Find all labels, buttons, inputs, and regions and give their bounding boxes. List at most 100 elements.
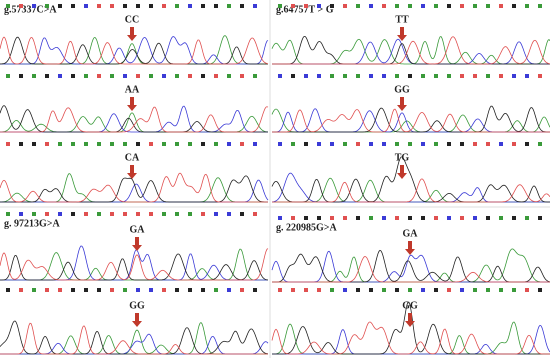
base-call bbox=[162, 212, 166, 216]
base-call bbox=[71, 212, 75, 216]
base-call bbox=[473, 4, 477, 8]
base-call bbox=[408, 288, 412, 292]
arrow-shaft bbox=[400, 165, 404, 173]
base-call bbox=[32, 74, 36, 78]
base-call bbox=[395, 216, 399, 220]
base-call bbox=[97, 74, 101, 78]
arrow-head bbox=[397, 173, 407, 179]
trace bbox=[272, 108, 550, 133]
base-call bbox=[97, 212, 101, 216]
base-call bbox=[6, 288, 10, 292]
base-call bbox=[19, 142, 23, 146]
genotype-label: AA bbox=[125, 84, 140, 95]
base-call bbox=[356, 142, 360, 146]
base-call bbox=[45, 4, 49, 8]
base-call bbox=[525, 74, 529, 78]
base-call bbox=[201, 142, 205, 146]
arrow-head bbox=[405, 249, 415, 255]
trace bbox=[0, 106, 269, 133]
base-call bbox=[395, 4, 399, 8]
base-call bbox=[369, 4, 373, 8]
base-call bbox=[434, 288, 438, 292]
base-call bbox=[149, 142, 153, 146]
genotype-label: GA bbox=[403, 228, 419, 239]
base-call bbox=[538, 74, 542, 78]
base-call bbox=[162, 142, 166, 146]
trace bbox=[272, 256, 550, 283]
base-call bbox=[253, 4, 257, 8]
arrow-shaft bbox=[400, 97, 404, 105]
base-call bbox=[512, 216, 516, 220]
base-call bbox=[45, 288, 49, 292]
base-call bbox=[240, 74, 244, 78]
trace bbox=[272, 249, 550, 283]
base-call bbox=[291, 288, 295, 292]
base-call bbox=[382, 74, 386, 78]
base-call bbox=[343, 4, 347, 8]
base-call bbox=[473, 288, 477, 292]
base-call bbox=[278, 74, 282, 78]
base-call bbox=[253, 288, 257, 292]
trace bbox=[0, 253, 269, 281]
base-call bbox=[84, 288, 88, 292]
base-call bbox=[538, 216, 542, 220]
base-call bbox=[32, 212, 36, 216]
base-call bbox=[512, 288, 516, 292]
base-call bbox=[486, 142, 490, 146]
base-call bbox=[214, 142, 218, 146]
base-call bbox=[71, 4, 75, 8]
base-call bbox=[408, 216, 412, 220]
base-call bbox=[110, 142, 114, 146]
base-call bbox=[188, 288, 192, 292]
base-call bbox=[434, 142, 438, 146]
base-call bbox=[149, 4, 153, 8]
base-call bbox=[499, 216, 503, 220]
variant-label: g. 97213G>A bbox=[4, 218, 60, 229]
base-call bbox=[227, 142, 231, 146]
genotype-label: GG bbox=[402, 300, 418, 311]
base-call bbox=[525, 288, 529, 292]
base-call bbox=[175, 288, 179, 292]
base-call bbox=[343, 288, 347, 292]
arrow-shaft bbox=[130, 97, 134, 105]
base-call bbox=[214, 4, 218, 8]
base-call bbox=[304, 4, 308, 8]
genotype-label: GA bbox=[130, 224, 146, 235]
base-call bbox=[421, 74, 425, 78]
base-call bbox=[460, 142, 464, 146]
base-call bbox=[434, 216, 438, 220]
trace bbox=[0, 320, 269, 355]
base-call bbox=[343, 142, 347, 146]
base-call bbox=[136, 212, 140, 216]
base-call bbox=[525, 142, 529, 146]
genotype-label: GG bbox=[394, 84, 410, 95]
variant-label: g.64757T > G bbox=[276, 4, 334, 15]
base-call bbox=[291, 74, 295, 78]
arrow-head bbox=[132, 245, 142, 251]
arrow-head bbox=[127, 35, 137, 41]
arrow-head bbox=[127, 173, 137, 179]
base-call bbox=[525, 4, 529, 8]
arrow-head bbox=[397, 35, 407, 41]
arrow-shaft bbox=[130, 165, 134, 173]
base-call bbox=[214, 212, 218, 216]
base-call bbox=[447, 142, 451, 146]
base-call bbox=[97, 4, 101, 8]
base-call bbox=[227, 4, 231, 8]
base-call bbox=[317, 74, 321, 78]
base-call bbox=[214, 74, 218, 78]
arrow-shaft bbox=[408, 241, 412, 249]
base-call bbox=[356, 216, 360, 220]
base-call bbox=[304, 288, 308, 292]
base-call bbox=[395, 288, 399, 292]
base-call bbox=[19, 288, 23, 292]
base-call bbox=[317, 142, 321, 146]
base-call bbox=[369, 74, 373, 78]
trace bbox=[272, 36, 550, 65]
base-call bbox=[6, 4, 10, 8]
base-call bbox=[97, 142, 101, 146]
base-call bbox=[58, 4, 62, 8]
trace bbox=[0, 172, 268, 203]
base-call bbox=[408, 142, 412, 146]
base-call bbox=[188, 142, 192, 146]
